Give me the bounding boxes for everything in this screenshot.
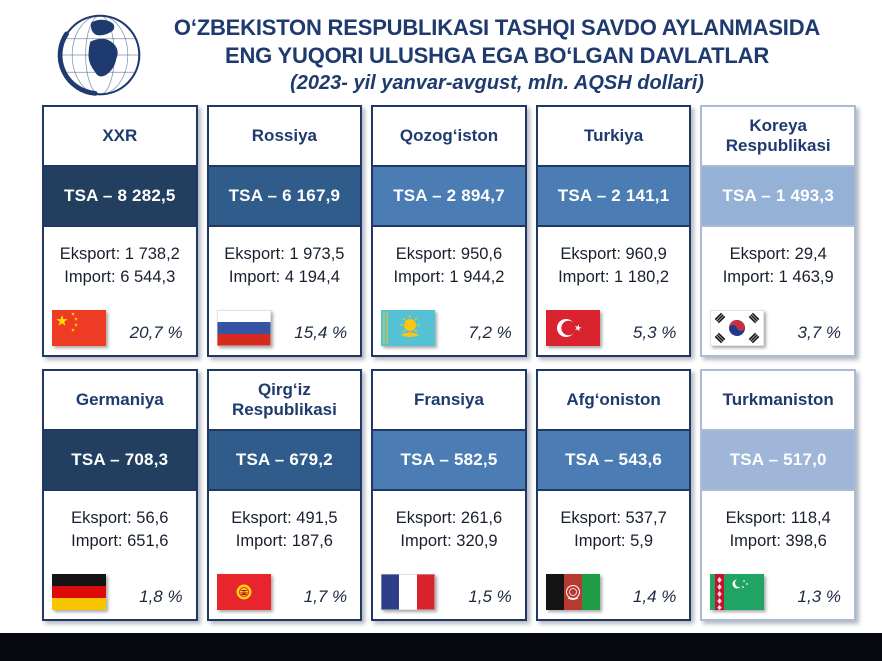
card-body: Eksport: 1 973,5 Import: 4 194,4 15,4 % [209,227,361,355]
eksport-value: Eksport: 1 973,5 [224,245,345,264]
import-value: Import: 5,9 [574,532,654,551]
eksport-value: Eksport: 950,6 [395,245,503,264]
country-name: Koreya Respublikasi [725,115,831,156]
tsa-bar: TSA – 1 493,3 [702,165,854,228]
page-title-line1: O‘ZBEKISTON RESPUBLIKASI TASHQI SAVDO AY… [173,15,821,40]
tsa-bar: TSA – 2 894,7 [373,165,525,228]
eksport-value: Eksport: 537,7 [560,509,667,528]
page-subtitle: (2023- yil yanvar-avgust, mln. AQSH doll… [290,72,704,95]
card-body: Eksport: 1 738,2 Import: 6 544,3 20,7 % [44,227,196,355]
eksport-value: Eksport: 491,5 [231,509,338,528]
tsa-bar: TSA – 543,6 [537,429,690,492]
tsa-bar: TSA – 6 167,9 [208,165,361,228]
eksport-value: Eksport: 29,4 [729,245,827,264]
country-card-koreya: Koreya Respublikasi TSA – 1 493,3 Ekspor… [700,105,856,358]
bottom-bar [0,633,882,661]
import-value: Import: 651,6 [71,532,169,551]
china-flag-icon [52,310,106,347]
country-name: Qirg‘iz Respublikasi [231,379,337,420]
card-body: Eksport: 960,9 Import: 1 180,2 5,3 % [538,227,690,355]
south-korea-flag-icon [710,310,765,347]
card-body: Eksport: 29,4 Import: 1 463,9 [702,227,854,355]
country-name: XXR [102,126,138,146]
import-value: Import: 4 194,4 [228,268,340,287]
tsa-bar: TSA – 2 141,1 [537,165,690,228]
tsa-bar: TSA – 708,3 [44,429,196,492]
country-card-fransiya: Fransiya TSA – 582,5 Eksport: 261,6 Impo… [371,369,527,622]
country-name: Turkmaniston [722,390,834,410]
card-body: Eksport: 261,6 Import: 320,9 1,5 % [373,491,525,619]
country-card-turkiya: Turkiya TSA – 2 141,1 Eksport: 960,9 Imp… [535,105,692,358]
import-value: Import: 1 944,2 [393,268,505,287]
share-percent: 1,4 % [632,587,677,607]
card-body: Eksport: 56,6 Import: 651,6 1,8 % [44,491,196,619]
page-header: O‘ZBEKISTON RESPUBLIKASI TASHQI SAVDO AY… [0,0,882,96]
country-name: Rossiya [251,126,317,146]
tsa-bar: TSA – 679,2 [208,429,361,492]
eksport-value: Eksport: 960,9 [560,245,667,264]
country-card-xxr: XXR TSA – 8 282,5 Eksport: 1 738,2 Impor… [42,105,198,358]
card-body: Eksport: 950,6 Import: 1 944,2 [373,227,525,355]
share-percent: 7,2 % [468,323,512,343]
share-percent: 1,5 % [468,587,512,607]
import-value: Import: 6 544,3 [64,268,176,287]
country-card-turkmaniston: Turkmaniston TSA – 517,0 Eksport: 118,4 … [700,369,856,622]
card-body: Eksport: 118,4 Import: 398,6 1,3 % [702,491,854,619]
eksport-value: Eksport: 261,6 [395,509,503,528]
share-percent: 5,3 % [632,323,677,343]
card-body: Eksport: 537,7 Import: 5,9 1,4 % [538,491,690,619]
france-flag-icon [381,574,436,611]
turkey-flag-icon [545,310,600,347]
country-card-germaniya: Germaniya TSA – 708,3 Eksport: 56,6 Impo… [42,369,198,622]
kyrgyzstan-flag-icon [216,574,271,611]
page-title-line2: ENG YUQORI ULUSHGA EGA BO‘LGAN DAVLATLAR [224,43,770,69]
import-value: Import: 187,6 [235,532,333,551]
country-name: Qozog‘iston [399,126,499,146]
eksport-value: Eksport: 118,4 [725,509,831,528]
country-name: Germaniya [75,390,164,410]
import-value: Import: 1 180,2 [558,268,670,287]
share-percent: 1,8 % [139,587,183,607]
country-name: Turkiya [583,126,644,146]
country-card-afgoniston: Afg‘oniston TSA – 543,6 Eksport: 537,7 I… [535,369,692,622]
germany-flag-icon [52,574,106,611]
import-value: Import: 1 463,9 [722,268,834,287]
afghanistan-flag-icon [545,574,600,611]
turkmenistan-flag-icon [710,574,765,611]
kazakhstan-flag-icon [381,310,436,347]
card-body: Eksport: 491,5 Import: 187,6 1,7 % [209,491,361,619]
share-percent: 1,7 % [303,587,348,607]
share-percent: 3,7 % [797,323,841,343]
russia-flag-icon [216,310,271,347]
tsa-bar: TSA – 517,0 [702,429,854,492]
globe-icon [57,14,141,96]
country-name: Afg‘oniston [566,390,661,410]
country-card-rossiya: Rossiya TSA – 6 167,9 Eksport: 1 973,5 I… [206,105,363,358]
share-percent: 1,3 % [797,587,841,607]
eksport-value: Eksport: 1 738,2 [59,245,180,264]
eksport-value: Eksport: 56,6 [71,509,169,528]
country-card-qozogiston: Qozog‘iston TSA – 2 894,7 Eksport: 950,6… [371,105,527,358]
tsa-bar: TSA – 8 282,5 [44,165,196,228]
country-name: Fransiya [414,390,484,410]
country-cards-grid: XXR TSA – 8 282,5 Eksport: 1 738,2 Impor… [42,105,856,622]
country-card-qirgiz: Qirg‘iz Respublikasi TSA – 679,2 Eksport… [206,369,363,622]
share-percent: 15,4 % [294,323,348,343]
import-value: Import: 320,9 [400,532,498,551]
import-value: Import: 398,6 [729,532,827,551]
tsa-bar: TSA – 582,5 [373,429,525,492]
share-percent: 20,7 % [129,323,183,343]
